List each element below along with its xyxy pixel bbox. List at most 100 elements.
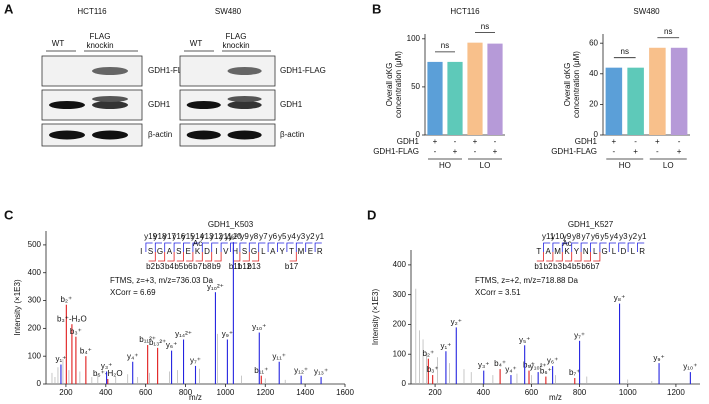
annotation: FTMS, z=+3, m/z=736.03 Da [110,276,213,285]
peak-label: y₇⁺ [574,331,585,340]
blot-band [227,96,262,102]
condition-mark: + [612,137,617,146]
row-label: β-actin [148,130,172,139]
sequence-letter: I [215,247,217,256]
y-tick-label: 400 [393,260,407,269]
y-tick-label: 50 [411,82,420,91]
y-ion-bracket [552,242,560,252]
sequence-letter: S [148,247,153,256]
condition-mark: - [474,147,477,156]
lane-label: FLAG [90,32,111,41]
sequence-letter: M [554,247,561,256]
y-ion-label: y16 [172,232,185,241]
peak-label: y₁₂⁺ [294,366,308,375]
y-ion-label: y9 [240,232,249,241]
sequence-letter: G [601,247,607,256]
peak-label: y₈⁺ [614,294,626,303]
x-tick-label: 200 [59,388,73,397]
b-ion-label: b3 [156,262,165,271]
condition-mark: + [453,147,458,156]
bar [649,47,666,135]
chart-title: GDH1_K503 [208,220,254,229]
sequence-letter: L [593,247,598,256]
b-ion-label: b13 [247,262,261,271]
y-ion-bracket [239,242,247,252]
sequence-letter: K [195,247,201,256]
y-ion-bracket [201,242,209,252]
condition-label: GDH1-FLAG [373,147,419,156]
y-axis-label: Intensity (×1E3) [371,289,380,346]
bar [627,67,644,135]
x-tick-label: 1000 [217,388,235,397]
y-tick-label: 300 [393,290,407,299]
panel-label: A [4,1,14,16]
condition-mark: + [493,147,498,156]
sequence-letter: N [583,247,589,256]
y-ion-label: y19 [144,232,157,241]
y-ion-label: y8 [572,232,581,241]
y-axis-label: concentration (μM) [394,51,403,118]
y-ion-label: y13 [201,232,214,241]
condition-mark: - [656,147,659,156]
bar [467,42,483,135]
blot-title: SW480 [215,7,242,16]
significance-label: ns [664,27,672,36]
b-ion-label: b5 [174,262,183,271]
sequence-letter: L [612,247,617,256]
peak-label: b₅⁺-H₂O [93,369,123,378]
sequence-letter: I [140,247,142,256]
sequence-letter: L [631,247,636,256]
blot-band [92,101,128,109]
y-ion-bracket [258,242,266,252]
b-ion-bracket [593,252,601,262]
row-label: GDH1-FLAG [148,66,194,75]
y-ion-bracket [618,242,626,252]
peak-label: y₁₄²⁺ [175,330,192,339]
b-ion-bracket [242,252,250,262]
peak-label: b₇⁺ [569,368,580,377]
y-ion-label: y1 [638,232,647,241]
y-tick-label: 20 [589,100,598,109]
y-ion-bracket [164,242,172,252]
y-ion-label: y5 [278,232,287,241]
x-tick-label: 400 [477,388,491,397]
y-ion-label: y7 [582,232,591,241]
y-ion-bracket [145,242,153,252]
sequence-letter: T [536,247,541,256]
sequence-letter: A [546,247,552,256]
b-ion-bracket [536,252,544,262]
peak-label: y₁⁺ [440,341,451,350]
y-tick-label: 300 [28,296,42,305]
b-ion-bracket [546,252,554,262]
peak-label: b₃⁺-H₂O [57,314,87,323]
b-ion-label: b6 [581,262,590,271]
x-tick-label: 200 [428,388,442,397]
b-ion-label: b3 [553,262,562,271]
y-ion-label: y15 [182,232,195,241]
lane-label: FLAG [226,32,247,41]
row-label: GDH1-FLAG [280,66,326,75]
peak-label: b₆⁺ [540,367,552,376]
blot-band [227,101,262,109]
blot-frame [179,123,276,147]
sequence-letter: T [289,247,294,256]
significance-label: ns [441,41,449,50]
sequence-letter: M [298,247,305,256]
y-ion-bracket [305,242,313,252]
group-label: HO [619,161,631,170]
b-ion-bracket [186,252,194,262]
blot-band [227,130,262,140]
b-ion-bracket [205,252,213,262]
b-ion-label: b7 [591,262,600,271]
y-tick-label: 0 [402,379,407,388]
y-ion-label: y14 [191,232,204,241]
sequence-letter: G [251,247,257,256]
peak-label: y₁₁⁺ [272,352,286,361]
chart-title: SW480 [633,7,660,16]
y-ion-bracket [183,242,191,252]
y-ion-label: y5 [600,232,609,241]
peak-label: b₂⁺ [60,295,72,304]
sequence-letter: V [223,247,229,256]
group-label: LO [480,161,491,170]
peak-label: y₁₀⁺ [252,323,266,332]
